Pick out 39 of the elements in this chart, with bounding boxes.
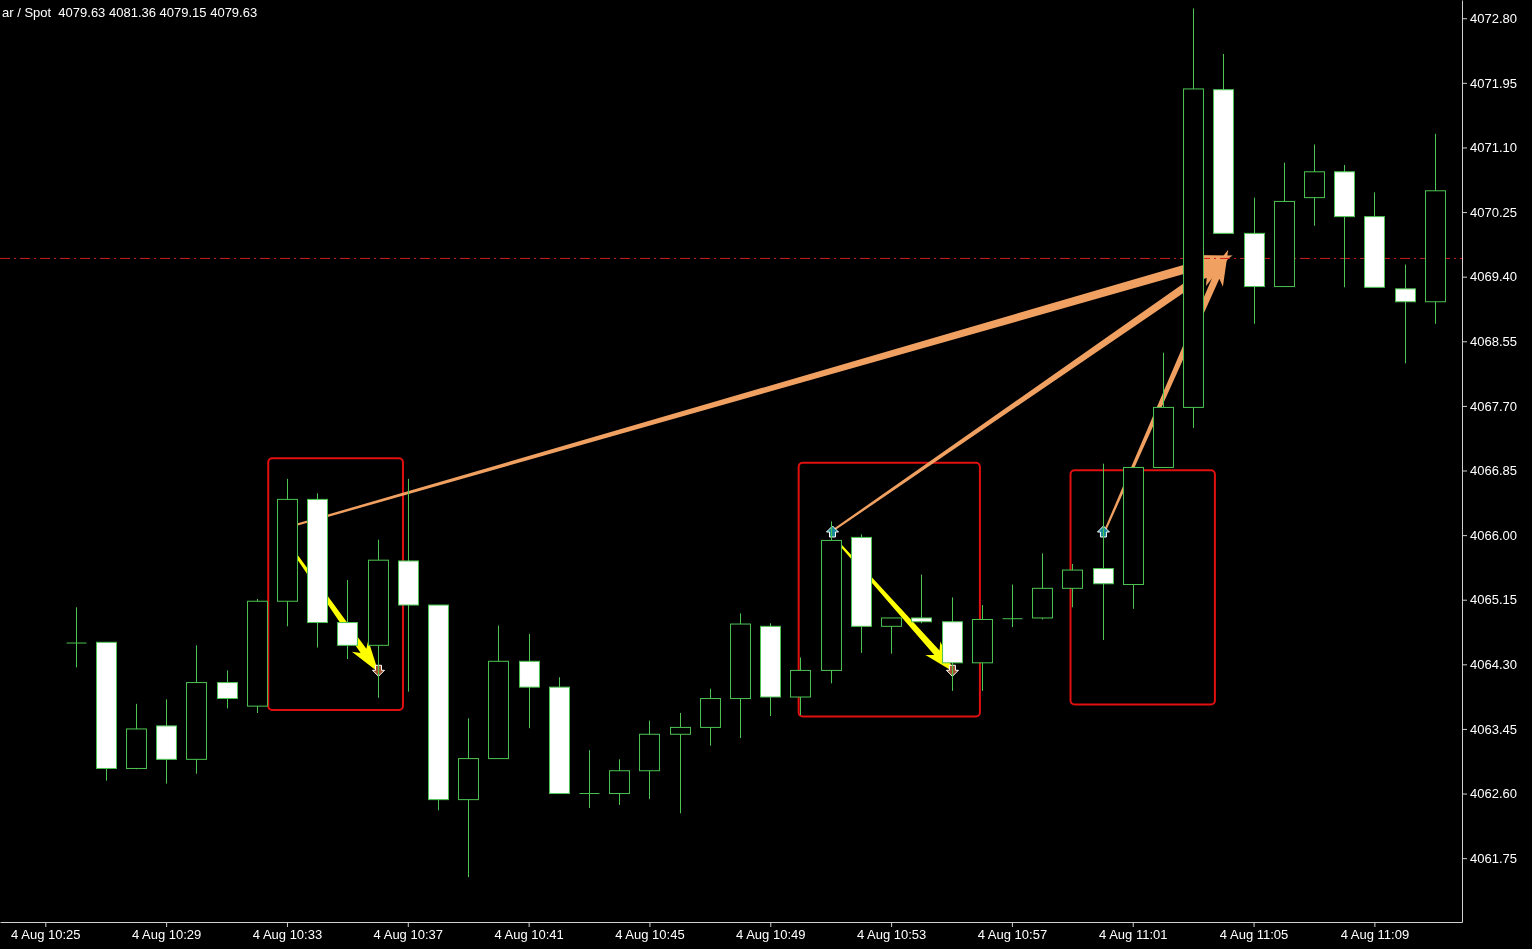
y-tick-label: 4069.40 [1470, 269, 1517, 285]
y-tick-label: 4071.10 [1470, 140, 1517, 156]
y-tick-label: 4068.55 [1470, 333, 1517, 349]
candlestick [1062, 563, 1083, 608]
x-tick-label: 4 Aug 10:45 [615, 927, 685, 943]
x-tick-label: 4 Aug 10:57 [977, 927, 1048, 943]
x-tick-label: 4 Aug 10:25 [11, 927, 81, 943]
y-tick-label: 4067.70 [1470, 398, 1517, 414]
candlestick [217, 669, 238, 709]
x-tick-label: 4 Aug 11:01 [1099, 927, 1168, 943]
chart-title: ar / Spot 4079.63 4081.36 4079.15 4079.63 [2, 5, 258, 20]
candlestick [337, 579, 358, 660]
candlestick [1395, 264, 1416, 364]
x-tick-label: 4 Aug 10:33 [252, 927, 323, 943]
y-tick-label: 4066.00 [1470, 527, 1517, 543]
candlestick [1002, 584, 1023, 628]
y-tick-label: 4062.60 [1470, 786, 1517, 802]
candlestick [66, 606, 87, 668]
y-tick-label: 4071.95 [1470, 75, 1517, 91]
x-tick-label: 4 Aug 10:37 [373, 927, 443, 943]
x-tick-label: 4 Aug 10:29 [131, 927, 202, 943]
x-tick-label: 4 Aug 10:41 [494, 927, 564, 943]
y-tick-label: 4066.85 [1470, 463, 1517, 479]
y-tick-label: 4065.15 [1470, 592, 1517, 608]
candlestick [609, 758, 630, 806]
x-tick-label: 4 Aug 11:09 [1340, 927, 1410, 943]
y-tick-label: 4064.30 [1470, 656, 1517, 672]
candlestick [579, 749, 600, 809]
candlestick [1093, 463, 1114, 641]
y-tick-label: 4072.80 [1470, 10, 1517, 26]
x-tick-label: 4 Aug 11:05 [1219, 927, 1289, 943]
y-tick-label: 4061.75 [1470, 850, 1517, 866]
candlestick [911, 574, 932, 624]
candlestick [881, 617, 902, 655]
y-tick-label: 4070.25 [1470, 204, 1517, 220]
candlestick [670, 712, 691, 814]
x-tick-label: 4 Aug 10:49 [736, 927, 806, 943]
y-tick-label: 4063.45 [1470, 721, 1517, 737]
x-tick-label: 4 Aug 10:53 [856, 927, 927, 943]
